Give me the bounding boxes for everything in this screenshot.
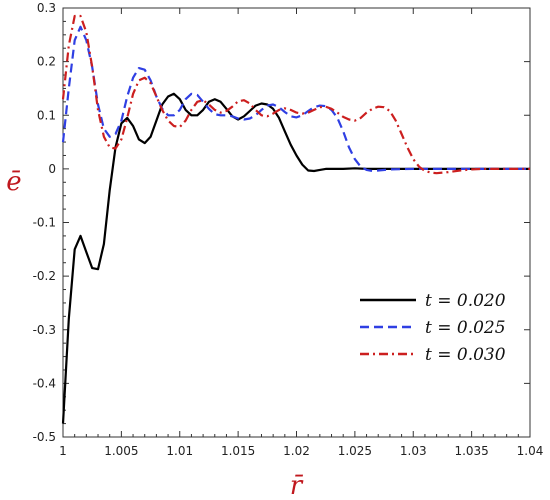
series-line-1 [61, 92, 530, 424]
legend-label-2: t = 0.025 [425, 318, 506, 338]
x-tick-label: 1.04 [517, 444, 544, 458]
series-lines [61, 14, 530, 424]
x-tick-label: 1.03 [400, 444, 427, 458]
y-tick-label: 0.2 [37, 55, 56, 69]
series-line-3 [61, 14, 530, 175]
x-tick-label: 1.01 [166, 444, 193, 458]
y-tick-label: -0.3 [33, 323, 56, 337]
y-tick-label: -0.1 [33, 216, 56, 230]
plot-frame [62, 7, 531, 438]
x-tick-label: 1 [59, 444, 67, 458]
x-tick-label: 1.035 [454, 444, 488, 458]
legend: t = 0.020 t = 0.025 t = 0.030 [360, 291, 506, 365]
series-line-2 [61, 25, 530, 173]
y-tick-label: 0 [48, 162, 56, 176]
y-tick-label: -0.5 [33, 430, 56, 444]
y-tick-label: -0.4 [33, 376, 56, 390]
y-tick-label: 0.1 [37, 108, 56, 122]
x-axis-title: r̄ [290, 471, 304, 500]
x-tick-label: 1.025 [338, 444, 372, 458]
x-tick-label: 1.02 [283, 444, 310, 458]
legend-label-1: t = 0.020 [425, 291, 506, 311]
y-axis-title: ē [6, 167, 21, 197]
legend-label-3: t = 0.030 [425, 345, 506, 365]
y-tick-label: 0.3 [37, 1, 56, 15]
y-tick-label: -0.2 [33, 269, 56, 283]
x-tick-label: 1.005 [104, 444, 138, 458]
x-tick-label: 1.015 [221, 444, 255, 458]
axes: 0.3 0.2 0.1 0 -0.1 -0.2 -0.3 -0.4 -0.51 1.005 1.01… [33, 1, 544, 458]
